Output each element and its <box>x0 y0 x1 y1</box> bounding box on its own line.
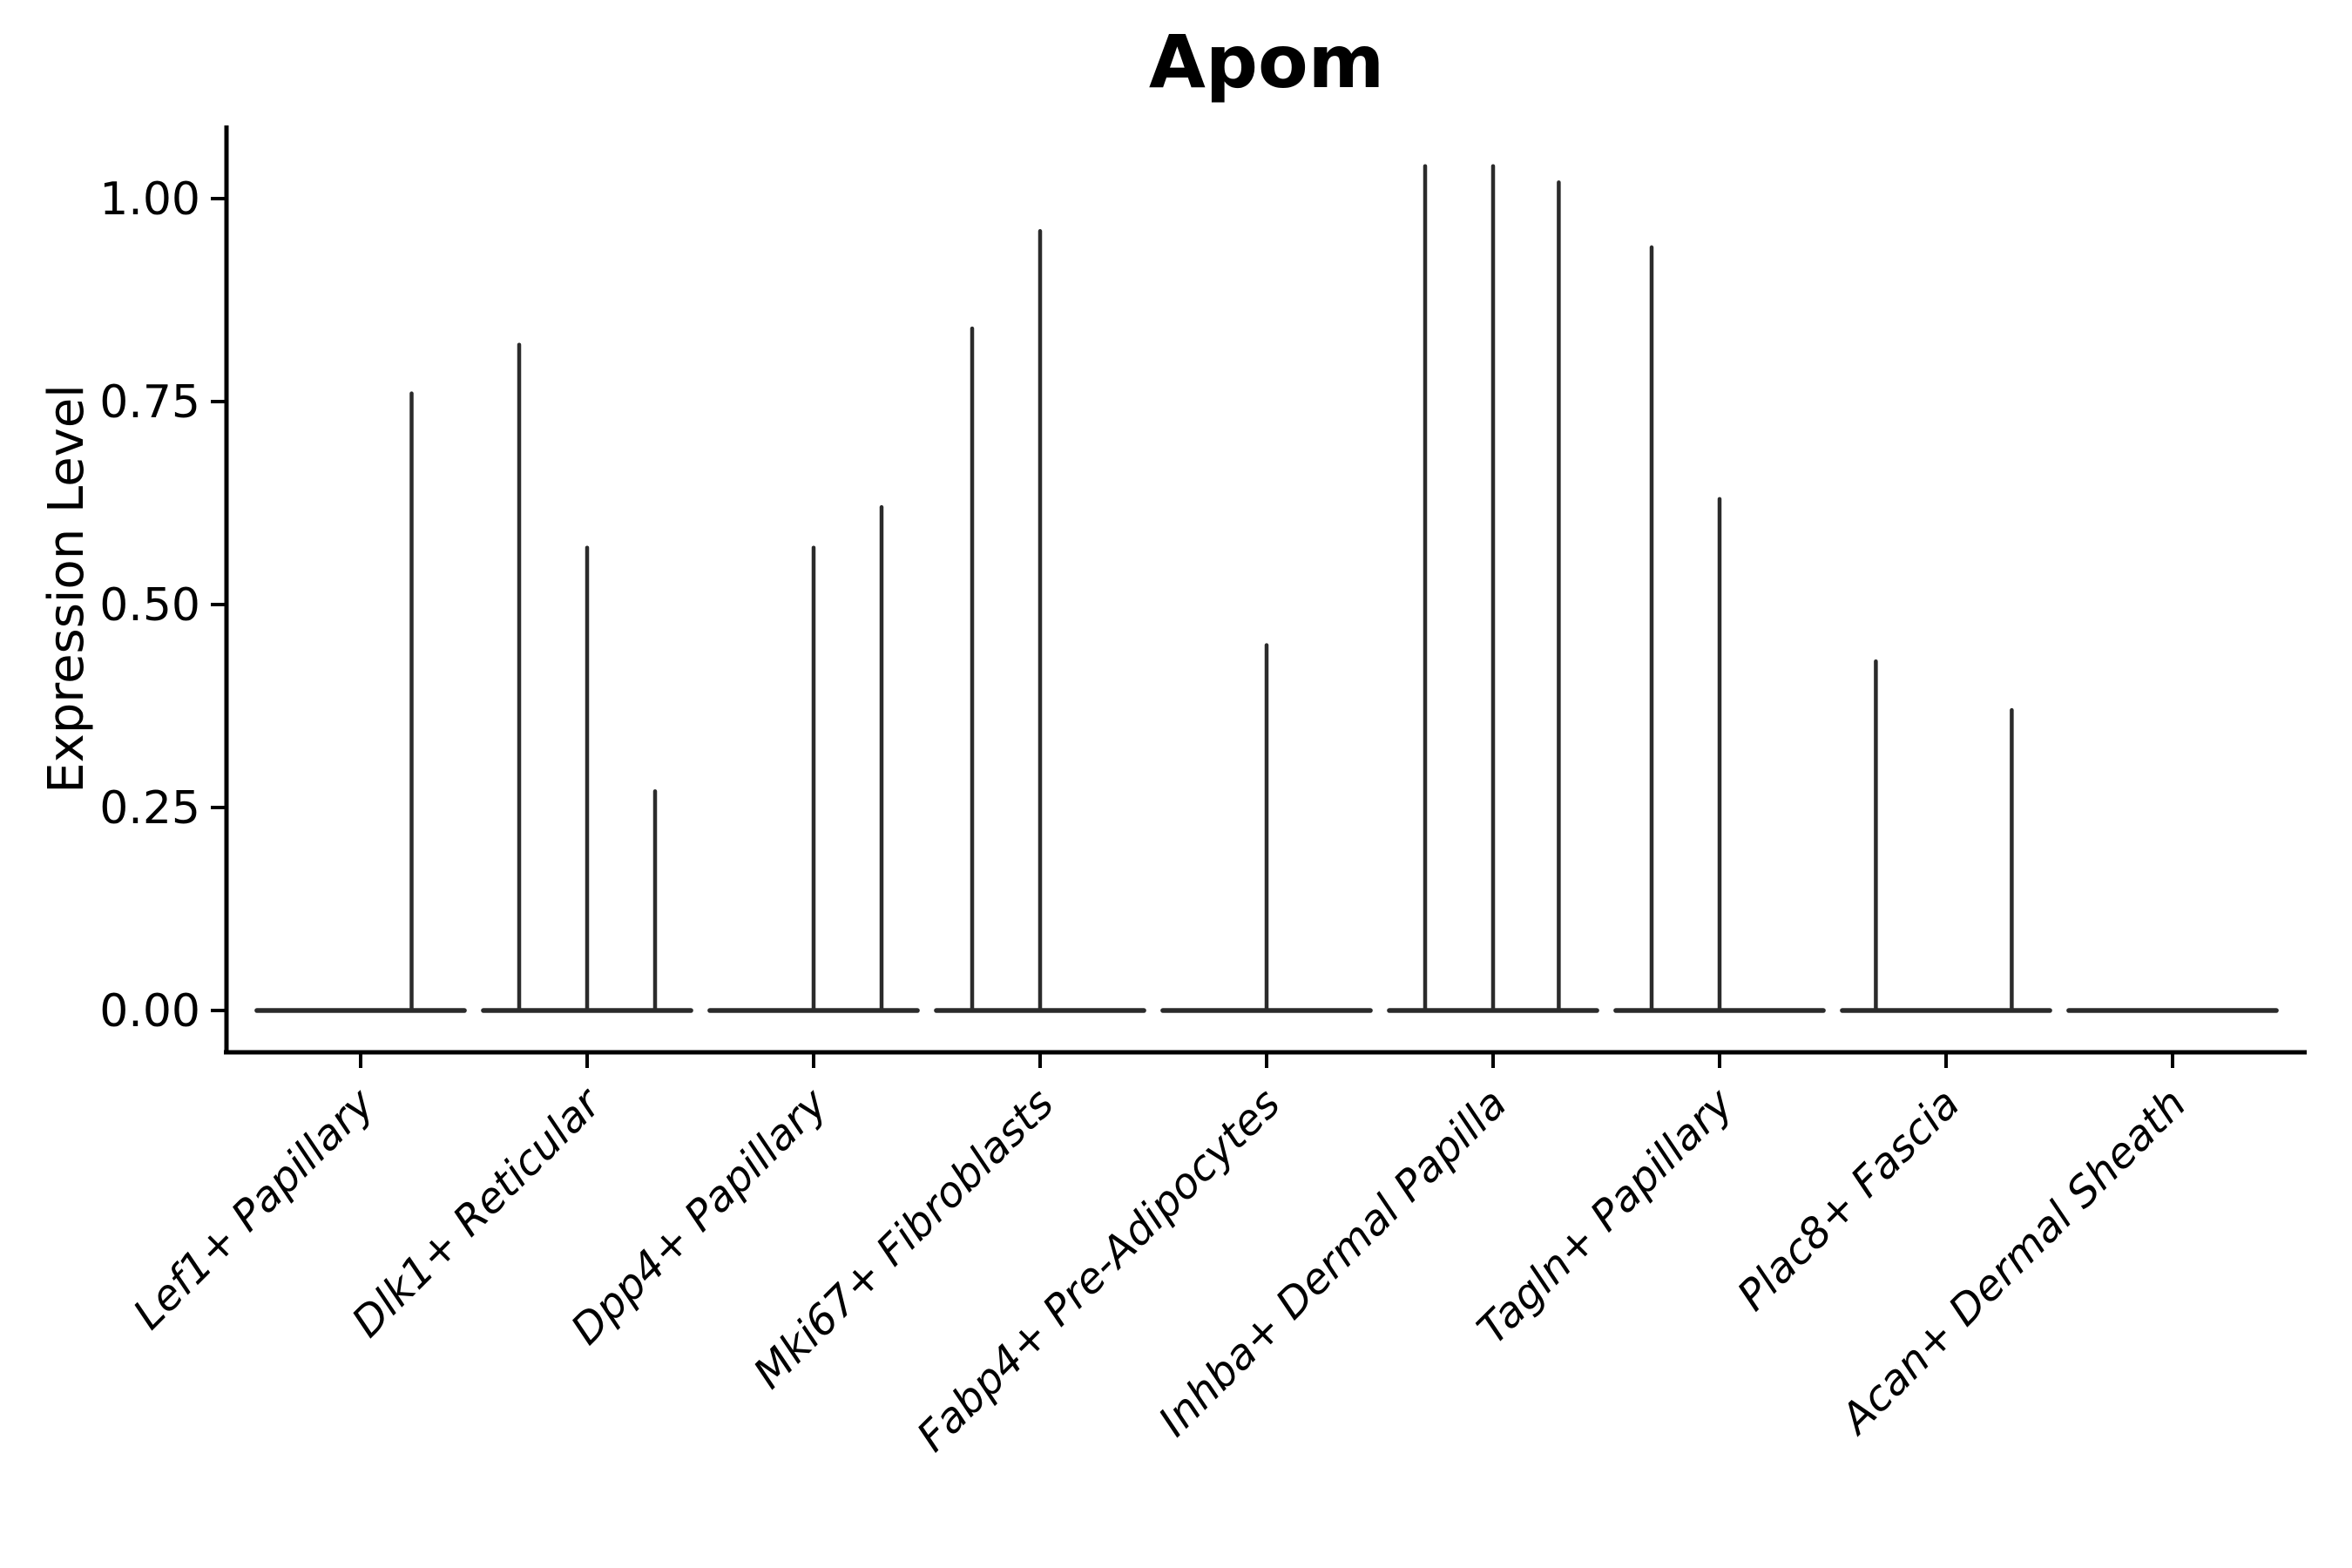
y-tick-label: 1.00 <box>99 173 200 226</box>
y-axis-label: Expression Level <box>38 384 95 794</box>
violin <box>707 504 920 1013</box>
violin <box>254 391 467 1013</box>
violin <box>934 229 1146 1013</box>
y-tick-label: 0.75 <box>99 376 200 429</box>
x-tick-label: Lef1+ Papillary <box>124 1078 384 1339</box>
y-axis-ticks: 0.00 0.25 0.50 0.75 1.00 <box>99 173 226 1037</box>
violin <box>481 342 693 1013</box>
y-tick-label: 0.50 <box>99 579 200 632</box>
violin <box>1160 643 1373 1013</box>
violins-layer <box>254 164 2279 1013</box>
y-tick-label: 0.25 <box>99 782 200 835</box>
violin <box>1387 164 1599 1013</box>
x-tick-label: Dlk1+ Reticular <box>342 1078 612 1348</box>
violin <box>1840 659 2052 1013</box>
x-tick-label: Fabp4+ Pre-Adipocytes <box>908 1079 1290 1462</box>
y-tick-label: 0.00 <box>99 985 200 1037</box>
x-tick-label: Plac8+ Fascia <box>1728 1079 1970 1321</box>
violin <box>1613 245 1826 1013</box>
plot-title: Apom <box>1149 19 1384 105</box>
